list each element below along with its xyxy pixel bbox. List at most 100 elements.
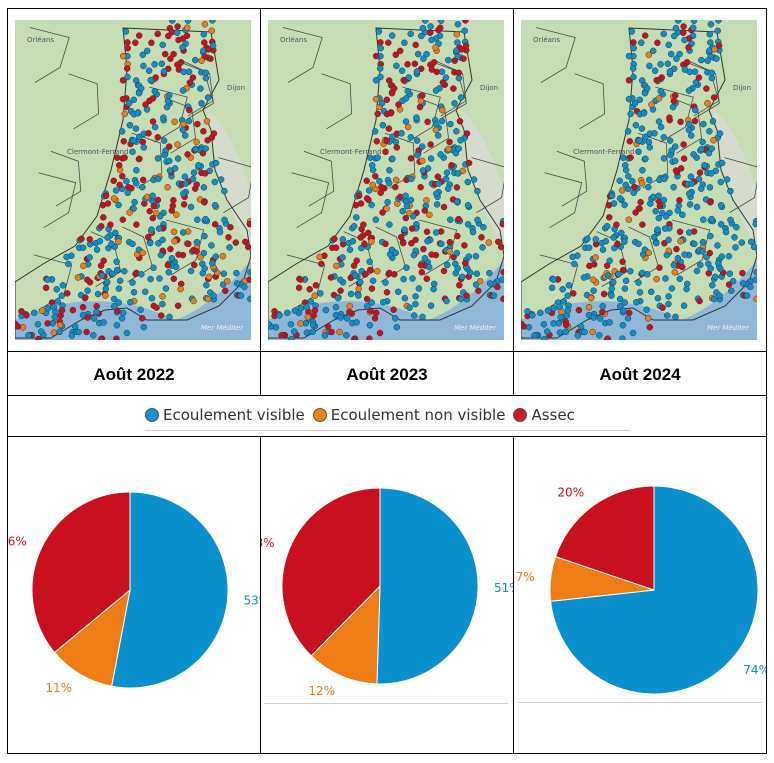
station-marker: [667, 50, 675, 58]
map-relief: [460, 110, 504, 250]
station-marker: [385, 125, 393, 132]
station-marker: [706, 198, 714, 206]
station-marker: [621, 161, 629, 169]
station-marker: [752, 276, 757, 283]
station-marker: [426, 29, 434, 36]
station-marker: [219, 252, 227, 260]
station-marker: [197, 85, 204, 92]
station-marker: [50, 303, 57, 311]
station-marker: [627, 110, 634, 118]
station-marker: [413, 68, 421, 75]
map-border: [165, 97, 197, 154]
station-marker: [420, 55, 427, 62]
station-marker: [446, 248, 453, 255]
station-marker: [130, 289, 138, 296]
map-border: [574, 73, 606, 130]
station-marker: [208, 27, 215, 35]
station-marker: [692, 106, 699, 114]
station-marker: [625, 309, 633, 317]
station-marker: [346, 308, 353, 316]
station-marker: [233, 269, 240, 277]
station-marker: [180, 190, 187, 197]
station-marker: [401, 226, 408, 233]
station-marker: [139, 249, 146, 257]
station-marker: [665, 236, 672, 244]
station-marker: [706, 249, 714, 257]
station-marker: [90, 331, 97, 339]
station-marker: [366, 154, 374, 161]
station-marker: [411, 60, 419, 68]
station-marker: [109, 270, 116, 278]
station-marker: [399, 207, 406, 215]
station-marker: [167, 245, 174, 253]
station-marker: [622, 277, 630, 285]
station-marker: [395, 101, 402, 108]
station-marker: [383, 137, 390, 144]
station-marker: [657, 123, 665, 131]
station-marker: [384, 198, 391, 206]
station-marker: [97, 223, 105, 230]
station-marker: [447, 120, 454, 128]
station-marker: [674, 255, 682, 262]
map-border: [556, 150, 588, 207]
station-marker: [729, 277, 737, 285]
station-marker: [585, 303, 593, 311]
station-marker: [645, 249, 652, 257]
station-marker: [179, 229, 187, 236]
map-border: [436, 63, 467, 119]
station-marker: [51, 313, 59, 321]
row-divider: [7, 436, 767, 437]
station-marker: [84, 276, 91, 284]
station-marker: [432, 126, 440, 134]
station-marker: [695, 175, 703, 183]
station-marker: [402, 192, 409, 200]
station-marker: [334, 294, 342, 302]
station-marker: [456, 117, 464, 125]
station-marker: [123, 177, 130, 185]
station-marker: [521, 320, 525, 328]
station-marker: [421, 20, 429, 24]
station-marker: [140, 62, 147, 70]
station-marker: [608, 192, 616, 199]
map-city-label: Orléans: [27, 36, 54, 44]
station-marker: [661, 240, 668, 247]
station-marker: [412, 293, 419, 300]
station-marker: [190, 297, 197, 305]
station-marker: [165, 92, 173, 99]
station-marker: [608, 292, 615, 299]
station-marker: [151, 123, 159, 131]
pie-slice: [31, 491, 131, 654]
station-marker: [716, 292, 723, 299]
station-marker: [559, 286, 566, 293]
station-marker: [309, 328, 316, 336]
station-marker: [322, 306, 330, 314]
station-marker: [165, 32, 172, 40]
station-marker: [136, 133, 143, 141]
station-marker: [400, 76, 407, 84]
station-marker: [586, 262, 593, 270]
station-marker: [187, 267, 195, 275]
station-marker: [717, 178, 725, 186]
station-marker: [564, 292, 572, 299]
station-marker: [303, 303, 310, 311]
station-marker: [718, 253, 726, 260]
station-map: Orléans Dijon Clermont-Ferrand Mer Méditer: [268, 20, 504, 340]
station-marker: [328, 328, 335, 336]
station-marker: [659, 209, 666, 217]
station-marker: [379, 209, 386, 216]
station-marker: [368, 161, 376, 169]
station-marker: [375, 28, 383, 35]
pie-slice: [111, 491, 229, 689]
station-marker: [733, 223, 740, 231]
map-sea-label: Mer Méditer: [454, 324, 497, 332]
station-marker: [655, 95, 663, 102]
station-marker: [139, 51, 147, 59]
station-map: Orléans Dijon Clermont-Ferrand Mer Méditer: [521, 20, 757, 340]
station-marker: [393, 323, 401, 331]
station-marker: [396, 193, 404, 201]
station-marker: [635, 148, 642, 156]
station-marker: [413, 137, 421, 144]
station-marker: [391, 315, 399, 322]
station-marker: [615, 270, 622, 278]
station-marker: [386, 167, 393, 174]
